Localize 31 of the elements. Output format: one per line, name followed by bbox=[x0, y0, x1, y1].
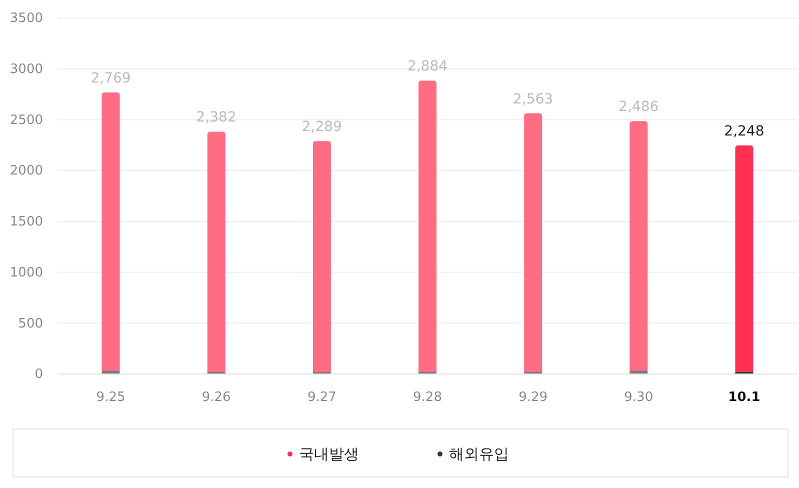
total-label: 2,486 bbox=[618, 99, 659, 116]
x-tick-label: 10.1 bbox=[728, 390, 760, 405]
total-label: 2,382 bbox=[196, 110, 236, 126]
legend-label: 국내발생 bbox=[299, 445, 359, 463]
y-tick-label: 3000 bbox=[10, 62, 43, 78]
total-label: 2,884 bbox=[407, 58, 448, 75]
bar bbox=[630, 121, 648, 371]
y-tick-label: 1000 bbox=[10, 265, 43, 280]
x-tick-label: 9.30 bbox=[624, 390, 654, 405]
bar bbox=[207, 132, 226, 372]
y-tick-label: 500 bbox=[18, 316, 43, 332]
y-tick-label: 2000 bbox=[10, 164, 43, 179]
bar bbox=[418, 80, 436, 372]
bar bbox=[524, 113, 542, 372]
legend-label: 해외유입 bbox=[449, 445, 509, 463]
y-tick-label: 0 bbox=[34, 367, 43, 382]
y-tick-label: 1500 bbox=[10, 214, 43, 230]
x-tick-label: 9.26 bbox=[202, 390, 231, 405]
total-label: 2,248 bbox=[724, 123, 764, 140]
x-tick-label: 9.28 bbox=[413, 390, 442, 405]
y-tick-label: 2500 bbox=[10, 112, 43, 128]
bar bbox=[312, 141, 331, 372]
total-label: 2,563 bbox=[513, 91, 554, 108]
x-tick-label: 9.25 bbox=[96, 390, 126, 405]
bar bbox=[735, 145, 754, 372]
x-tick-label: 9.27 bbox=[307, 390, 336, 405]
bar bbox=[102, 92, 120, 371]
total-label: 2,769 bbox=[90, 70, 131, 86]
x-tick-label: 9.29 bbox=[518, 390, 548, 405]
y-tick-label: 3500 bbox=[10, 11, 43, 26]
total-label: 2,289 bbox=[302, 119, 342, 136]
